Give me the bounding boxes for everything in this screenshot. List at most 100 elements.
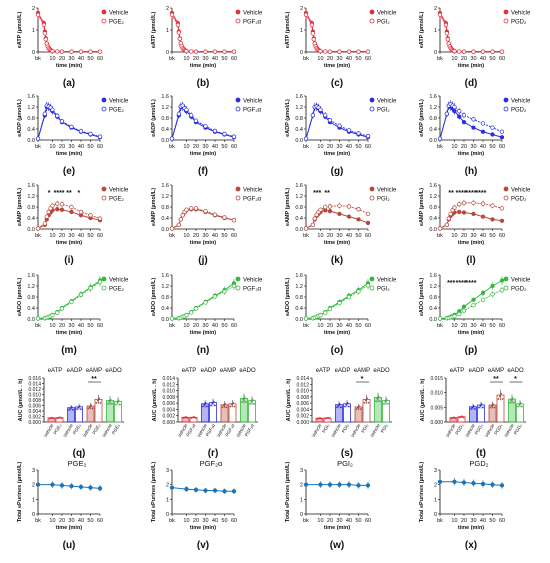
panel-label: (d) <box>465 78 478 89</box>
data-point <box>88 213 93 218</box>
y-tick-label: 1 <box>434 497 437 503</box>
x-tick-label: bk <box>303 323 309 329</box>
y-axis-label: eADP (µmol/L) <box>419 99 425 137</box>
data-point <box>231 134 237 139</box>
replicate-dot <box>230 403 233 406</box>
y-axis-label: eADO (µmol/L) <box>285 278 291 316</box>
x-tick-label: 10 <box>49 233 55 239</box>
y-tick-label: 0.002 <box>162 414 175 420</box>
data-point <box>337 482 342 487</box>
panel-2: 0 1 2 bk 10 20 30 40 50 60 time (min) eATP (µmol/L)… <box>285 6 397 89</box>
category-label: Vehicle <box>62 423 74 438</box>
panel-12: 0.0 0.4 0.8 1.2 1.6 bk 10 20 30 40 50 60 time (min) e… <box>17 273 129 356</box>
y-axis-label: Total ePurines (µmol/L) <box>285 462 291 523</box>
data-point <box>327 306 333 311</box>
x-tick-label: 40 <box>346 233 352 239</box>
data-point <box>457 114 462 119</box>
group-label: eAMP <box>220 368 236 374</box>
data-point <box>231 218 237 223</box>
y-tick-label: 1.6 <box>27 273 35 279</box>
replicate-dot <box>186 417 189 419</box>
data-point <box>176 222 182 228</box>
y-tick-label: 2 <box>434 6 437 12</box>
replicate-dot <box>242 398 245 401</box>
x-tick-label: bk <box>303 56 309 62</box>
data-point <box>346 482 352 487</box>
y-tick-label: 0.006 <box>296 401 309 407</box>
data-point <box>59 483 65 488</box>
group-label: eATP <box>182 368 197 374</box>
x-tick-label: 20 <box>461 233 467 239</box>
data-point <box>337 211 342 217</box>
data-point <box>337 203 342 208</box>
x-tick-label: 10 <box>451 56 457 62</box>
data-point <box>212 294 218 299</box>
legend-marker <box>503 97 509 103</box>
data-point <box>231 489 237 494</box>
y-axis-label: eAMP (µmol/L) <box>285 188 291 226</box>
replicate-dot <box>251 398 254 401</box>
category-label: Vehicle <box>484 423 496 438</box>
data-point <box>480 481 486 487</box>
y-tick-label: 0.004 <box>296 407 309 413</box>
y-tick-label: 0.014 <box>162 376 175 382</box>
legend-label: Vehicle <box>511 11 531 17</box>
y-axis-label: AUC (µmol/L . h) <box>152 378 158 421</box>
data-point <box>41 22 47 28</box>
x-tick-label: 60 <box>365 233 371 239</box>
data-point <box>480 201 486 206</box>
x-tick-label: 10 <box>317 233 323 239</box>
x-tick-label: 40 <box>346 144 352 150</box>
data-point <box>490 49 495 54</box>
x-tick-label: 30 <box>202 56 208 62</box>
data-point <box>499 483 505 488</box>
panel-11: 0.0 0.4 0.8 1.2 1.6 bk 10 20 30 40 50 60 time (min) e… <box>419 183 531 266</box>
x-tick-label: 60 <box>231 233 237 239</box>
data-point <box>88 49 93 54</box>
data-point <box>499 206 505 211</box>
data-point <box>189 206 194 211</box>
data-point <box>318 49 323 54</box>
legend-marker <box>369 195 375 201</box>
replicate-dot <box>117 399 120 402</box>
replicate-dot <box>327 416 329 419</box>
x-tick-label: 60 <box>499 323 505 329</box>
replicate-dot <box>462 416 465 419</box>
data-point <box>365 133 371 139</box>
data-point <box>50 313 55 318</box>
data-point <box>176 111 182 117</box>
y-tick-label: 0.0 <box>429 227 437 233</box>
replicate-dot <box>471 406 474 409</box>
group-label: eADP <box>335 368 351 374</box>
replicate-dot <box>493 406 496 409</box>
data-point <box>88 485 93 490</box>
category-label: Vehicle <box>43 423 55 438</box>
y-tick-label: 0.8 <box>429 205 437 211</box>
y-tick-label: 1.2 <box>295 284 303 290</box>
data-point <box>365 49 371 54</box>
replicate-dot <box>375 400 377 403</box>
replicate-dot <box>338 402 341 405</box>
y-tick-label: 0.005 <box>430 405 443 411</box>
data-point <box>461 304 467 309</box>
y-tick-label: 0.0 <box>161 138 169 144</box>
category-label: Vehicle <box>350 423 362 438</box>
y-tick-label: 0.006 <box>162 401 175 407</box>
data-point <box>69 299 74 305</box>
legend-label: PGD₂ <box>511 108 527 114</box>
y-tick-label: 1.6 <box>429 94 437 100</box>
data-point <box>346 49 352 54</box>
data-point <box>499 129 505 134</box>
y-tick-label: 3 <box>434 468 437 474</box>
y-tick-label: 1 <box>300 497 303 503</box>
legend-marker <box>101 9 107 15</box>
data-point <box>44 214 49 219</box>
x-tick-label: 20 <box>193 144 199 150</box>
data-point <box>222 289 227 294</box>
significance-marker: * <box>361 376 364 383</box>
y-tick-label: 1.2 <box>161 284 169 290</box>
y-tick-label: 2 <box>300 6 303 12</box>
x-tick-label: bk <box>303 144 309 150</box>
data-point <box>178 217 183 222</box>
panel-14: 0.0 0.4 0.8 1.2 1.6 bk 10 20 30 40 50 60 time (min) e… <box>285 273 397 356</box>
